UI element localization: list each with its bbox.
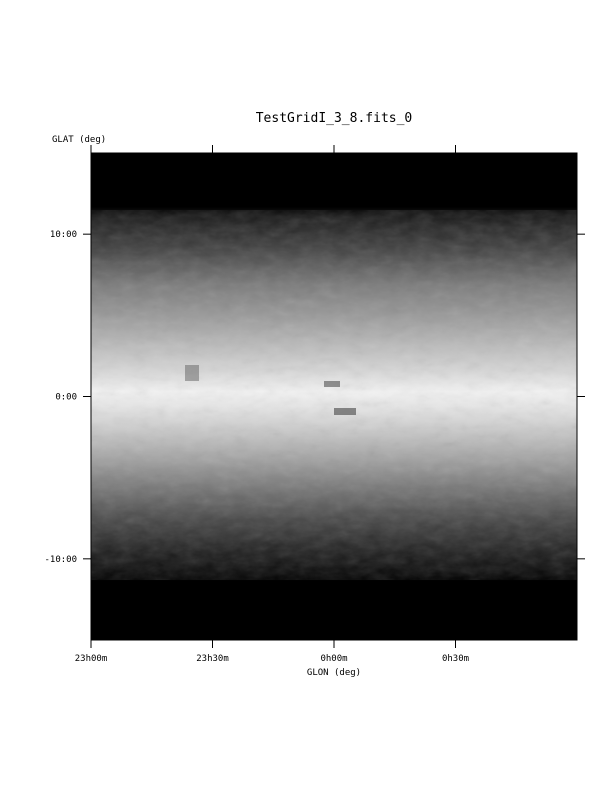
dark-cloud-feature	[334, 408, 356, 415]
dark-cloud-feature	[185, 365, 199, 381]
y-tick-label: 10:00	[50, 230, 77, 240]
y-axis: 10:00 0:00 -10:00	[44, 230, 585, 565]
x-tick-label: 0h30m	[442, 654, 469, 664]
y-tick-label: -10:00	[44, 555, 77, 565]
x-axis: 23h00m 23h30m 0h00m 0h30m	[75, 145, 469, 664]
dark-cloud-feature	[324, 381, 340, 387]
x-axis-label: GLON (deg)	[307, 668, 361, 678]
x-tick-label: 0h00m	[320, 654, 347, 664]
y-axis-label: GLAT (deg)	[52, 135, 106, 145]
x-tick-label: 23h00m	[75, 654, 108, 664]
y-tick-label: 0:00	[55, 393, 77, 403]
heatmap-image	[91, 153, 577, 640]
x-tick-label: 23h30m	[196, 654, 229, 664]
chart-title: TestGridI_3_8.fits_0	[256, 111, 413, 126]
